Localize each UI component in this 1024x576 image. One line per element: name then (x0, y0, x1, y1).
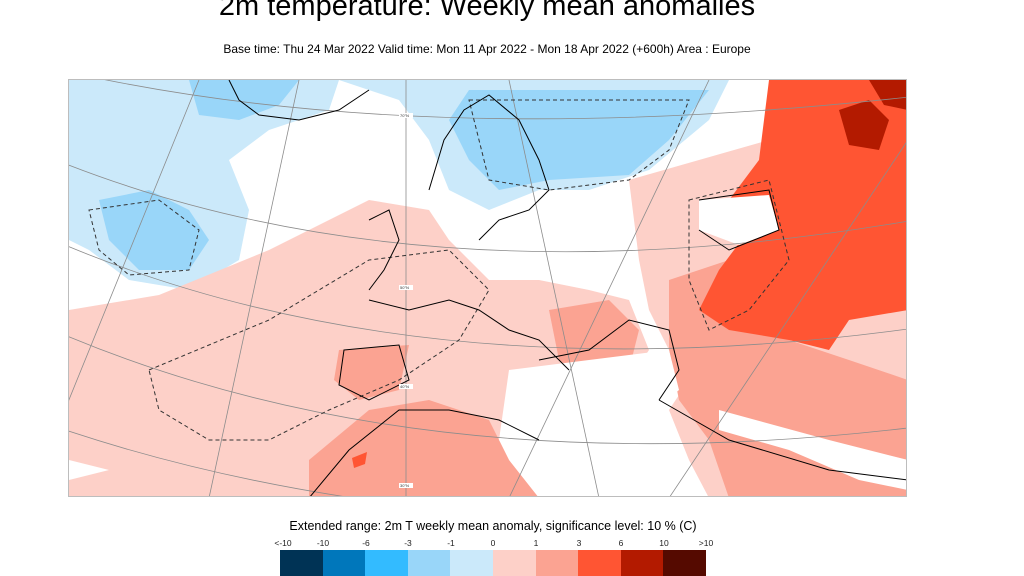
legend-swatch (450, 550, 493, 576)
legend-title: Extended range: 2m T weekly mean anomaly… (289, 519, 697, 533)
cold-anomaly-regions (69, 80, 729, 496)
legend-tick: -6 (362, 538, 370, 548)
lat-label-50: 50°N (400, 285, 409, 290)
legend-tick: >10 (698, 538, 714, 548)
neutral-patches (499, 195, 906, 490)
legend-tick: 1 (533, 538, 539, 548)
legend-swatch (620, 550, 664, 576)
legend-swatch (535, 550, 579, 576)
legend-tick: <-10 (274, 538, 292, 548)
legend-tick: -10 (316, 538, 330, 548)
map-canvas: 70°N 50°N 40°N 30°N (69, 80, 906, 496)
graticule (69, 80, 906, 496)
legend-colorbar (280, 550, 706, 576)
lat-label-70: 70°N (400, 113, 409, 118)
coastlines (228, 80, 906, 496)
chart-title: 2m temperature: Weekly mean anomalies (218, 0, 756, 22)
legend-swatch (322, 550, 366, 576)
lat-label-30: 30°N (400, 483, 409, 488)
legend-swatch (663, 550, 706, 576)
legend-swatch (492, 550, 536, 576)
lat-label-40: 40°N (400, 384, 409, 389)
legend-swatch (578, 550, 621, 576)
significance-contour (88, 99, 790, 441)
latitude-labels: 70°N 50°N 40°N 30°N (399, 113, 413, 488)
legend-tick: -3 (404, 538, 412, 548)
warm-anomaly-regions (69, 80, 906, 496)
legend-tick: -1 (447, 538, 455, 548)
legend-swatch (365, 550, 408, 576)
anomaly-map: 70°N 50°N 40°N 30°N (68, 79, 907, 497)
legend-tick: 0 (490, 538, 496, 548)
chart-subtitle: Base time: Thu 24 Mar 2022 Valid time: M… (223, 42, 751, 56)
legend-ticks: <-10 -10 -6 -3 -1 0 1 3 6 10 >10 (270, 538, 720, 550)
legend-tick: 3 (576, 538, 582, 548)
legend-swatch (407, 550, 451, 576)
legend-tick: 10 (659, 538, 669, 548)
legend-tick: 6 (618, 538, 624, 548)
legend-swatch (280, 550, 323, 576)
